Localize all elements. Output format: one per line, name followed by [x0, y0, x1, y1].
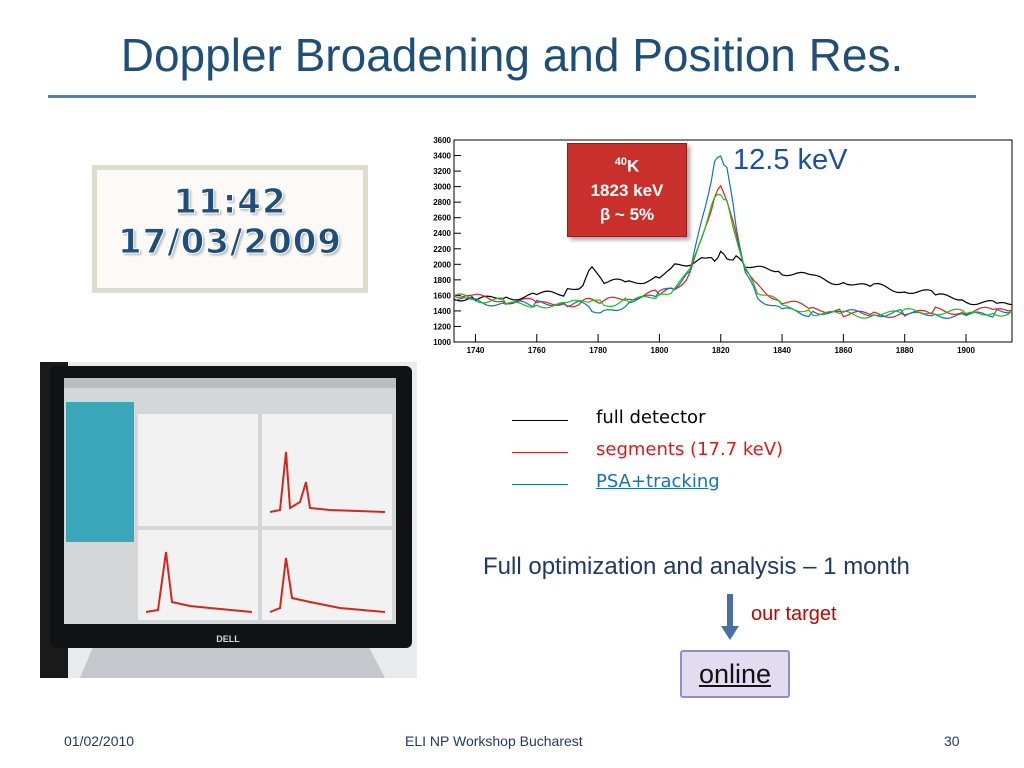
monitor-photo: DELL: [40, 362, 417, 678]
y-tick-label: 2200: [433, 245, 451, 254]
down-arrow-icon: [727, 594, 733, 628]
series-line: [453, 250, 1013, 306]
legend-swatch: [512, 452, 568, 453]
x-tick-label: 1840: [773, 346, 791, 355]
slide-number: 30: [944, 733, 960, 749]
timestamp-box: 11:42 17/03/2009: [92, 165, 368, 293]
y-tick-label: 2800: [433, 198, 451, 207]
x-tick-label: 1800: [651, 346, 669, 355]
timestamp-time: 11:42: [173, 182, 287, 223]
isotope-beta: β ~ 5%: [599, 204, 655, 224]
legend-label: full detector: [596, 407, 706, 428]
y-tick-label: 3000: [433, 183, 451, 192]
arrow-head-icon: [721, 626, 739, 640]
y-tick-label: 3200: [433, 167, 451, 176]
title-underline: [48, 95, 976, 98]
y-tick-label: 3400: [433, 152, 451, 161]
legend-swatch: [512, 420, 568, 421]
x-tick-label: 1820: [712, 346, 730, 355]
y-tick-label: 3600: [433, 136, 451, 145]
y-tick-label: 2000: [433, 260, 451, 269]
monitor-brand: DELL: [216, 634, 240, 644]
x-tick-label: 1780: [589, 346, 607, 355]
slide-title: Doppler Broadening and Position Res.: [120, 29, 904, 81]
series-line: [453, 155, 1013, 320]
y-tick-label: 1400: [433, 307, 451, 316]
y-tick-label: 1800: [433, 276, 451, 285]
legend-label: segments (17.7 keV): [596, 439, 784, 460]
optimization-text: Full optimization and analysis – 1 month: [483, 553, 910, 580]
legend-swatch: [512, 484, 568, 485]
y-tick-label: 1000: [433, 338, 451, 347]
x-tick-label: 1860: [834, 346, 852, 355]
y-tick-label: 1600: [433, 291, 451, 300]
x-tick-label: 1740: [467, 346, 485, 355]
fwhm-annotation: 12.5 keV: [733, 144, 848, 176]
isotope-energy: 1823 keV: [590, 180, 664, 200]
legend-link[interactable]: PSA+tracking: [596, 471, 720, 492]
isotope-mass: 40: [614, 156, 627, 168]
isotope-symbol: K: [626, 156, 640, 176]
footer-event: ELI NP Workshop Bucharest: [405, 733, 583, 749]
x-tick-label: 1760: [528, 346, 546, 355]
online-button[interactable]: online: [680, 650, 790, 698]
y-tick-label: 1200: [433, 322, 451, 331]
target-text: our target: [751, 603, 837, 625]
footer-date: 01/02/2010: [64, 733, 135, 749]
plot-frame: [453, 139, 1013, 343]
spectrum-plot: 1000 1200 1400 1600 1800 2000 2200 2400 2600 2800…: [422, 132, 1016, 366]
series-line: [453, 193, 1013, 319]
y-tick-label: 2400: [433, 229, 451, 238]
y-tick-label: 2600: [433, 214, 451, 223]
x-tick-label: 1900: [957, 346, 975, 355]
x-tick-label: 1880: [896, 346, 914, 355]
isotope-label: 40K 1823 keV β ~ 5%: [567, 143, 687, 237]
timestamp-date: 17/03/2009: [117, 222, 343, 263]
